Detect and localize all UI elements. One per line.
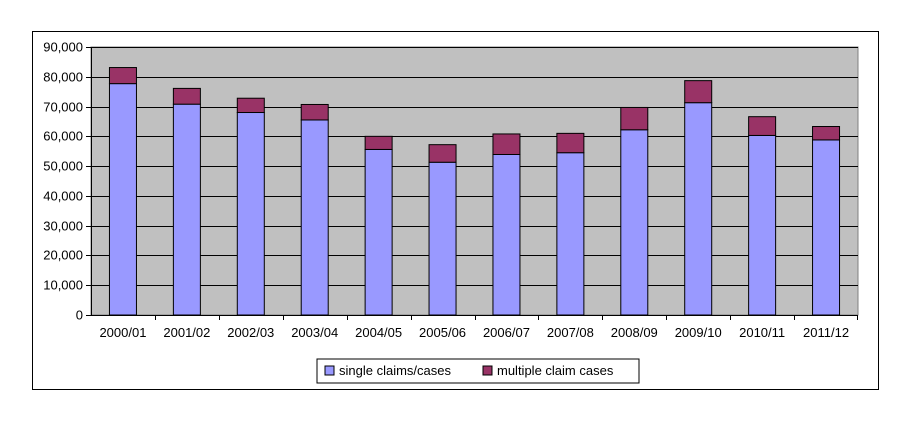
x-tick-label: 2002/03 — [227, 325, 274, 340]
bar-single-claims — [620, 129, 649, 316]
bar-single-claims — [684, 102, 713, 316]
bar-single-claims — [300, 119, 329, 316]
bar-single-claims — [364, 148, 393, 316]
y-tick-label: 70,000 — [43, 100, 83, 115]
legend-label: single claims/cases — [339, 363, 451, 378]
legend-label: multiple claim cases — [497, 363, 614, 378]
x-tick-label: 2006/07 — [483, 325, 530, 340]
bar-multiple-claims — [620, 106, 649, 131]
y-tick-label: 40,000 — [43, 189, 83, 204]
legend-swatch — [324, 365, 335, 376]
bar-single-claims — [236, 112, 265, 316]
y-tick-label: 50,000 — [43, 159, 83, 174]
bar-multiple-claims — [428, 144, 457, 163]
bar-multiple-claims — [236, 97, 265, 114]
y-tick-label: 90,000 — [43, 40, 83, 55]
x-tick-label: 2001/02 — [163, 325, 210, 340]
y-tick-label: 20,000 — [43, 248, 83, 263]
y-tick-label: 30,000 — [43, 219, 83, 234]
bar-single-claims — [556, 152, 585, 316]
x-tick-label: 2005/06 — [419, 325, 466, 340]
y-tick-label: 80,000 — [43, 70, 83, 85]
bar-single-claims — [748, 134, 777, 316]
bar-multiple-claims — [812, 126, 841, 141]
x-tick-label: 2007/08 — [547, 325, 594, 340]
x-tick-label: 2010/11 — [739, 325, 785, 340]
bar-multiple-claims — [748, 116, 777, 136]
x-tick-label: 2003/04 — [291, 325, 338, 340]
bar-single-claims — [428, 161, 457, 316]
y-tick-label: 0 — [76, 308, 83, 323]
bar-multiple-claims — [684, 80, 713, 104]
bar-single-claims — [108, 83, 137, 316]
bar-multiple-claims — [108, 67, 137, 85]
bar-multiple-claims — [556, 132, 585, 154]
bar-multiple-claims — [300, 103, 329, 121]
plot-area — [90, 46, 859, 316]
legend-box — [316, 358, 640, 384]
y-tick-label: 60,000 — [43, 129, 83, 144]
bar-multiple-claims — [492, 133, 521, 155]
bar-multiple-claims — [364, 135, 393, 150]
x-tick-label: 2011/12 — [803, 325, 849, 340]
x-tick-label: 2000/01 — [99, 325, 146, 340]
y-tick-label: 10,000 — [43, 278, 83, 293]
x-tick-label: 2008/09 — [611, 325, 658, 340]
bar-single-claims — [172, 103, 201, 316]
bar-single-claims — [812, 139, 841, 316]
x-tick-label: 2009/10 — [675, 325, 722, 340]
x-tick-label: 2004/05 — [355, 325, 402, 340]
bar-single-claims — [492, 153, 521, 316]
bar-multiple-claims — [172, 87, 201, 105]
legend-swatch — [482, 365, 493, 376]
